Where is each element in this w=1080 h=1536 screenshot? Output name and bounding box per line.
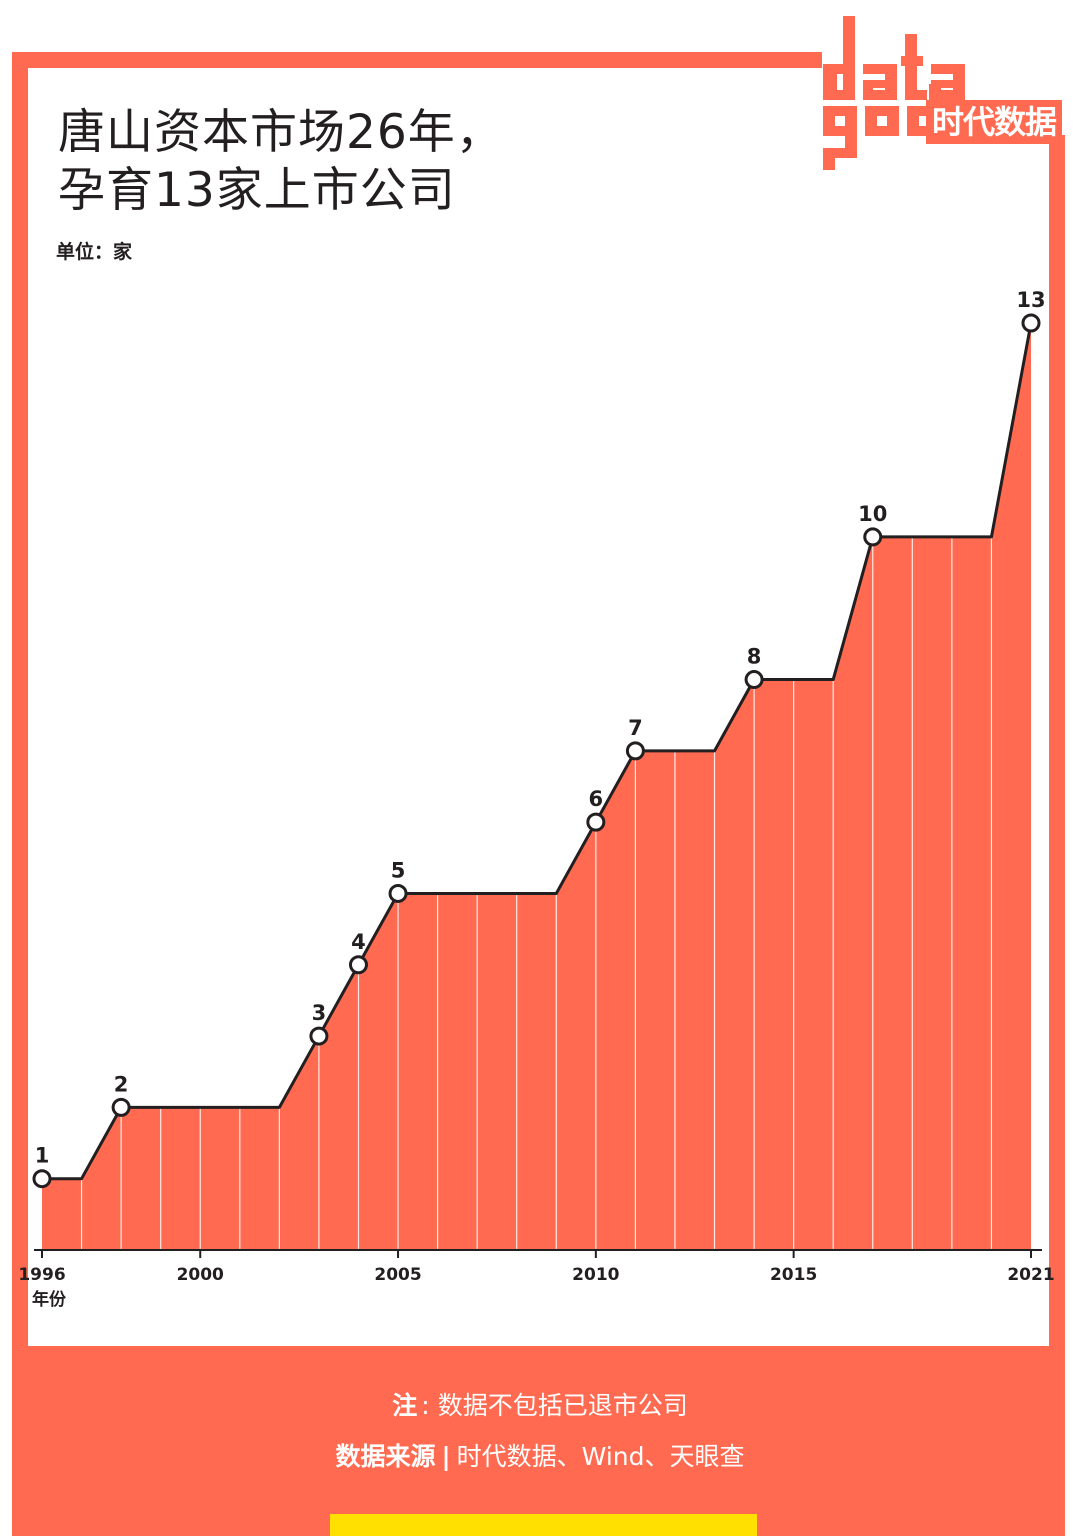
x-tick-label: 1996 xyxy=(18,1265,65,1285)
source-separator: | xyxy=(441,1442,451,1471)
data-point xyxy=(348,955,368,975)
note-colon: : xyxy=(421,1391,430,1420)
line-layer xyxy=(42,322,1033,1181)
x-tick-label: 2021 xyxy=(1007,1265,1054,1285)
marker-layer: 1 2 3 4 5 6 7 8 10 13 xyxy=(32,288,1046,1189)
data-point xyxy=(388,883,408,903)
chart-title: 唐山资本市场26年， 孕育13家上市公司 xyxy=(58,104,504,220)
frame-right-border xyxy=(1049,135,1065,1355)
x-tick-label: 2010 xyxy=(572,1265,619,1285)
title-line-2: 孕育13家上市公司 xyxy=(58,163,456,218)
unit-label: 单位：家 xyxy=(56,241,133,263)
data-label: 10 xyxy=(858,502,887,526)
footer-strip xyxy=(12,1514,1065,1536)
x-tick-label: 2015 xyxy=(770,1265,817,1285)
x-axis-label: 年份 xyxy=(32,1289,67,1310)
frame-top-border xyxy=(12,52,822,68)
series-line xyxy=(42,322,1033,1181)
source-text: 时代数据、Wind、天眼查 xyxy=(456,1442,745,1471)
area-layer xyxy=(42,323,1031,1250)
datagod-logo-icon: data god xyxy=(823,16,965,170)
footer-band xyxy=(12,1346,1065,1536)
data-point xyxy=(586,812,606,832)
data-point xyxy=(744,670,764,690)
year-divider-layer xyxy=(80,536,993,1250)
data-label: 8 xyxy=(747,645,762,669)
data-label: 6 xyxy=(589,787,604,811)
data-label: 4 xyxy=(351,930,366,954)
footer-source: 数据来源 | 时代数据、Wind、天眼查 xyxy=(0,1437,1080,1473)
data-point xyxy=(111,1097,131,1117)
data-label: 13 xyxy=(1016,288,1045,312)
data-point xyxy=(625,741,645,761)
data-label: 5 xyxy=(391,858,406,882)
data-point xyxy=(309,1026,329,1046)
data-point xyxy=(1021,313,1041,333)
x-tick-label: 2000 xyxy=(177,1265,224,1285)
data-label: 3 xyxy=(312,1001,327,1025)
data-label: 7 xyxy=(628,716,643,740)
area-fill xyxy=(42,323,1031,1250)
data-label: 1 xyxy=(35,1144,50,1168)
x-axis: 1996 2000 2005 2010 2015 2021 xyxy=(18,1249,1055,1285)
frame-left-border xyxy=(12,52,28,1352)
note-text: 数据不包括已退市公司 xyxy=(437,1391,688,1420)
data-label: 2 xyxy=(114,1072,129,1096)
data-point xyxy=(863,527,883,547)
logo-text: 时代数据 xyxy=(926,100,1062,144)
x-tick-label: 2005 xyxy=(374,1265,421,1285)
note-label: 注 xyxy=(392,1391,418,1420)
source-label: 数据来源 xyxy=(335,1442,436,1471)
title-line-1: 唐山资本市场26年， xyxy=(58,105,504,160)
footer-note: 注: 数据不包括已退市公司 xyxy=(0,1386,1080,1422)
area-chart: 1996 2000 2005 2010 2015 2021 1 2 3 4 5 6 7 8 10 13 年份 xyxy=(18,288,1055,1310)
data-point xyxy=(32,1169,52,1189)
